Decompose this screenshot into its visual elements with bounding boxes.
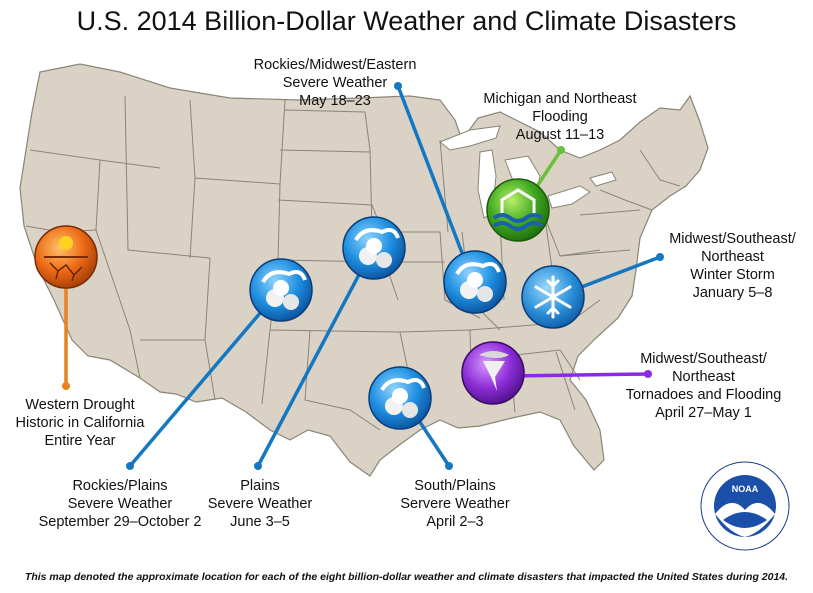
map-title: U.S. 2014 Billion-Dollar Weather and Cli… (76, 6, 737, 36)
leader-line-rockies-midwest-eastern (396, 85, 466, 259)
great-lakes (439, 125, 617, 219)
label-western-drought: Western Drought Historic in California Ent… (15, 397, 145, 449)
leader-endpoints (62, 82, 664, 470)
cracked-earth-icon[interactable] (34, 225, 98, 289)
label-rockies-plains: Rockies/Plains Severe Weather September 29… (38, 478, 202, 530)
label-tornadoes-flooding: Midwest/Southeast/Northeast Tornadoes and… (625, 351, 782, 421)
hail-cloud-icon[interactable] (368, 366, 432, 430)
snowflake-icon[interactable] (521, 265, 585, 329)
leader-line-rockies-plains (128, 290, 280, 468)
flooded-house-icon[interactable] (486, 178, 550, 242)
hail-cloud-icon[interactable] (342, 216, 406, 280)
leader-line-tornadoes (509, 372, 649, 378)
label-winter-storm: Midwest/Southeast/Northeast Winter Storm J… (669, 231, 796, 301)
tornado-icon[interactable] (461, 341, 525, 405)
label-plains: Plains Severe Weather June 3–5 (207, 478, 313, 530)
hail-cloud-icon[interactable] (249, 258, 313, 322)
label-south-plains: South/Plains Servere Weather April 2–3 (400, 478, 510, 530)
leader-line-plains (256, 249, 374, 467)
hail-cloud-icon[interactable] (443, 250, 507, 314)
noaa-logo: NOAA (700, 461, 790, 551)
label-michigan-northeast: Michigan and Northeast Flooding August 11–… (483, 91, 637, 143)
label-rockies-midwest-eastern: Rockies/Midwest/Eastern Severe Weather May… (253, 57, 417, 109)
footnote: This map denoted the approximate locatio… (24, 571, 789, 583)
noaa-logo-text: NOAA (732, 484, 759, 494)
